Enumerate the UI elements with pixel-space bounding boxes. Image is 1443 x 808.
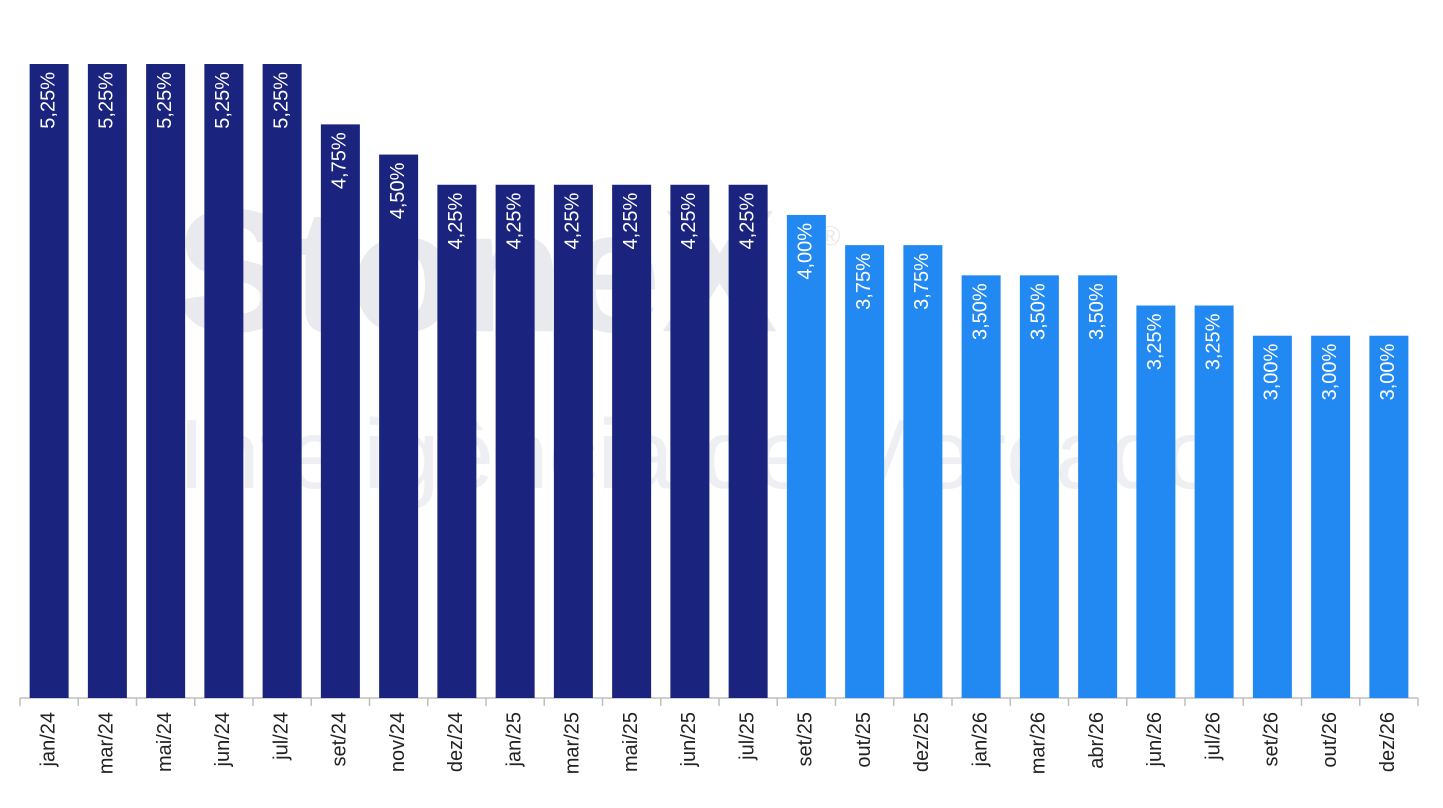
value-label: 5,25% [96, 72, 118, 129]
value-label: 3,00% [1319, 344, 1341, 401]
x-tick-label: dez/24 [445, 712, 467, 772]
value-label: 3,50% [969, 283, 991, 340]
x-tick-label: set/26 [1261, 712, 1283, 766]
value-label: 4,25% [445, 193, 467, 250]
x-tick-label: mai/24 [154, 712, 176, 772]
value-label: 5,25% [270, 72, 292, 129]
x-tick-label: mar/24 [96, 712, 118, 774]
x-tick-label: jul/24 [270, 712, 292, 761]
bar [612, 184, 652, 698]
x-tick-label: set/24 [329, 712, 351, 766]
bar [146, 64, 186, 698]
x-tick-label: out/25 [853, 712, 875, 768]
bar [1078, 275, 1118, 698]
bar [495, 184, 535, 698]
bar [553, 184, 593, 698]
x-tick-label: out/26 [1319, 712, 1341, 768]
value-label: 3,50% [1086, 283, 1108, 340]
value-label: 3,75% [911, 253, 933, 310]
bar [320, 124, 360, 698]
bar [1194, 305, 1234, 698]
bar [29, 64, 69, 698]
bar [1252, 335, 1292, 698]
value-label: 5,25% [154, 72, 176, 129]
bar [379, 154, 419, 699]
x-tick-label: mar/25 [562, 712, 584, 774]
value-label: 4,25% [620, 193, 642, 250]
value-label: 4,25% [503, 193, 525, 250]
value-label: 5,25% [212, 72, 234, 129]
bar [1136, 305, 1176, 698]
value-label: 4,75% [329, 132, 351, 189]
bar [845, 245, 885, 698]
bar [1311, 335, 1351, 698]
x-tick-label: dez/26 [1377, 712, 1399, 772]
value-label: 4,00% [795, 223, 817, 280]
x-tick-label: abr/26 [1086, 712, 1108, 769]
value-label: 3,50% [1028, 283, 1050, 340]
x-tick-label: jul/25 [736, 712, 758, 761]
x-tick-label: set/25 [795, 712, 817, 766]
bar [670, 184, 710, 698]
value-label: 4,25% [678, 193, 700, 250]
value-label: 3,75% [853, 253, 875, 310]
value-label: 5,25% [37, 72, 59, 129]
value-label: 4,50% [387, 162, 409, 219]
value-label: 3,25% [1144, 313, 1166, 370]
value-label: 3,00% [1377, 344, 1399, 401]
x-tick-label: jan/25 [503, 712, 525, 768]
bar [961, 275, 1001, 698]
bar [903, 245, 943, 698]
bar [786, 214, 826, 698]
value-label: 4,25% [562, 193, 584, 250]
value-label: 3,25% [1202, 313, 1224, 370]
bar [437, 184, 477, 698]
x-tick-label: mai/25 [620, 712, 642, 772]
x-tick-label: jun/26 [1144, 712, 1166, 768]
value-label: 4,25% [736, 193, 758, 250]
bar [262, 64, 302, 698]
x-tick-label: jan/24 [37, 712, 59, 768]
bar [1019, 275, 1059, 698]
x-tick-label: nov/24 [387, 712, 409, 772]
bar [87, 64, 127, 698]
x-tick-label: jul/26 [1202, 712, 1224, 761]
value-label: 3,00% [1261, 344, 1283, 401]
x-tick-label: jun/25 [678, 712, 700, 768]
bar [1369, 335, 1409, 698]
bar [728, 184, 768, 698]
x-tick-label: jan/26 [969, 712, 991, 768]
x-tick-label: jun/24 [212, 712, 234, 768]
x-tick-label: mar/26 [1028, 712, 1050, 774]
x-tick-label: dez/25 [911, 712, 933, 772]
bar [204, 64, 244, 698]
